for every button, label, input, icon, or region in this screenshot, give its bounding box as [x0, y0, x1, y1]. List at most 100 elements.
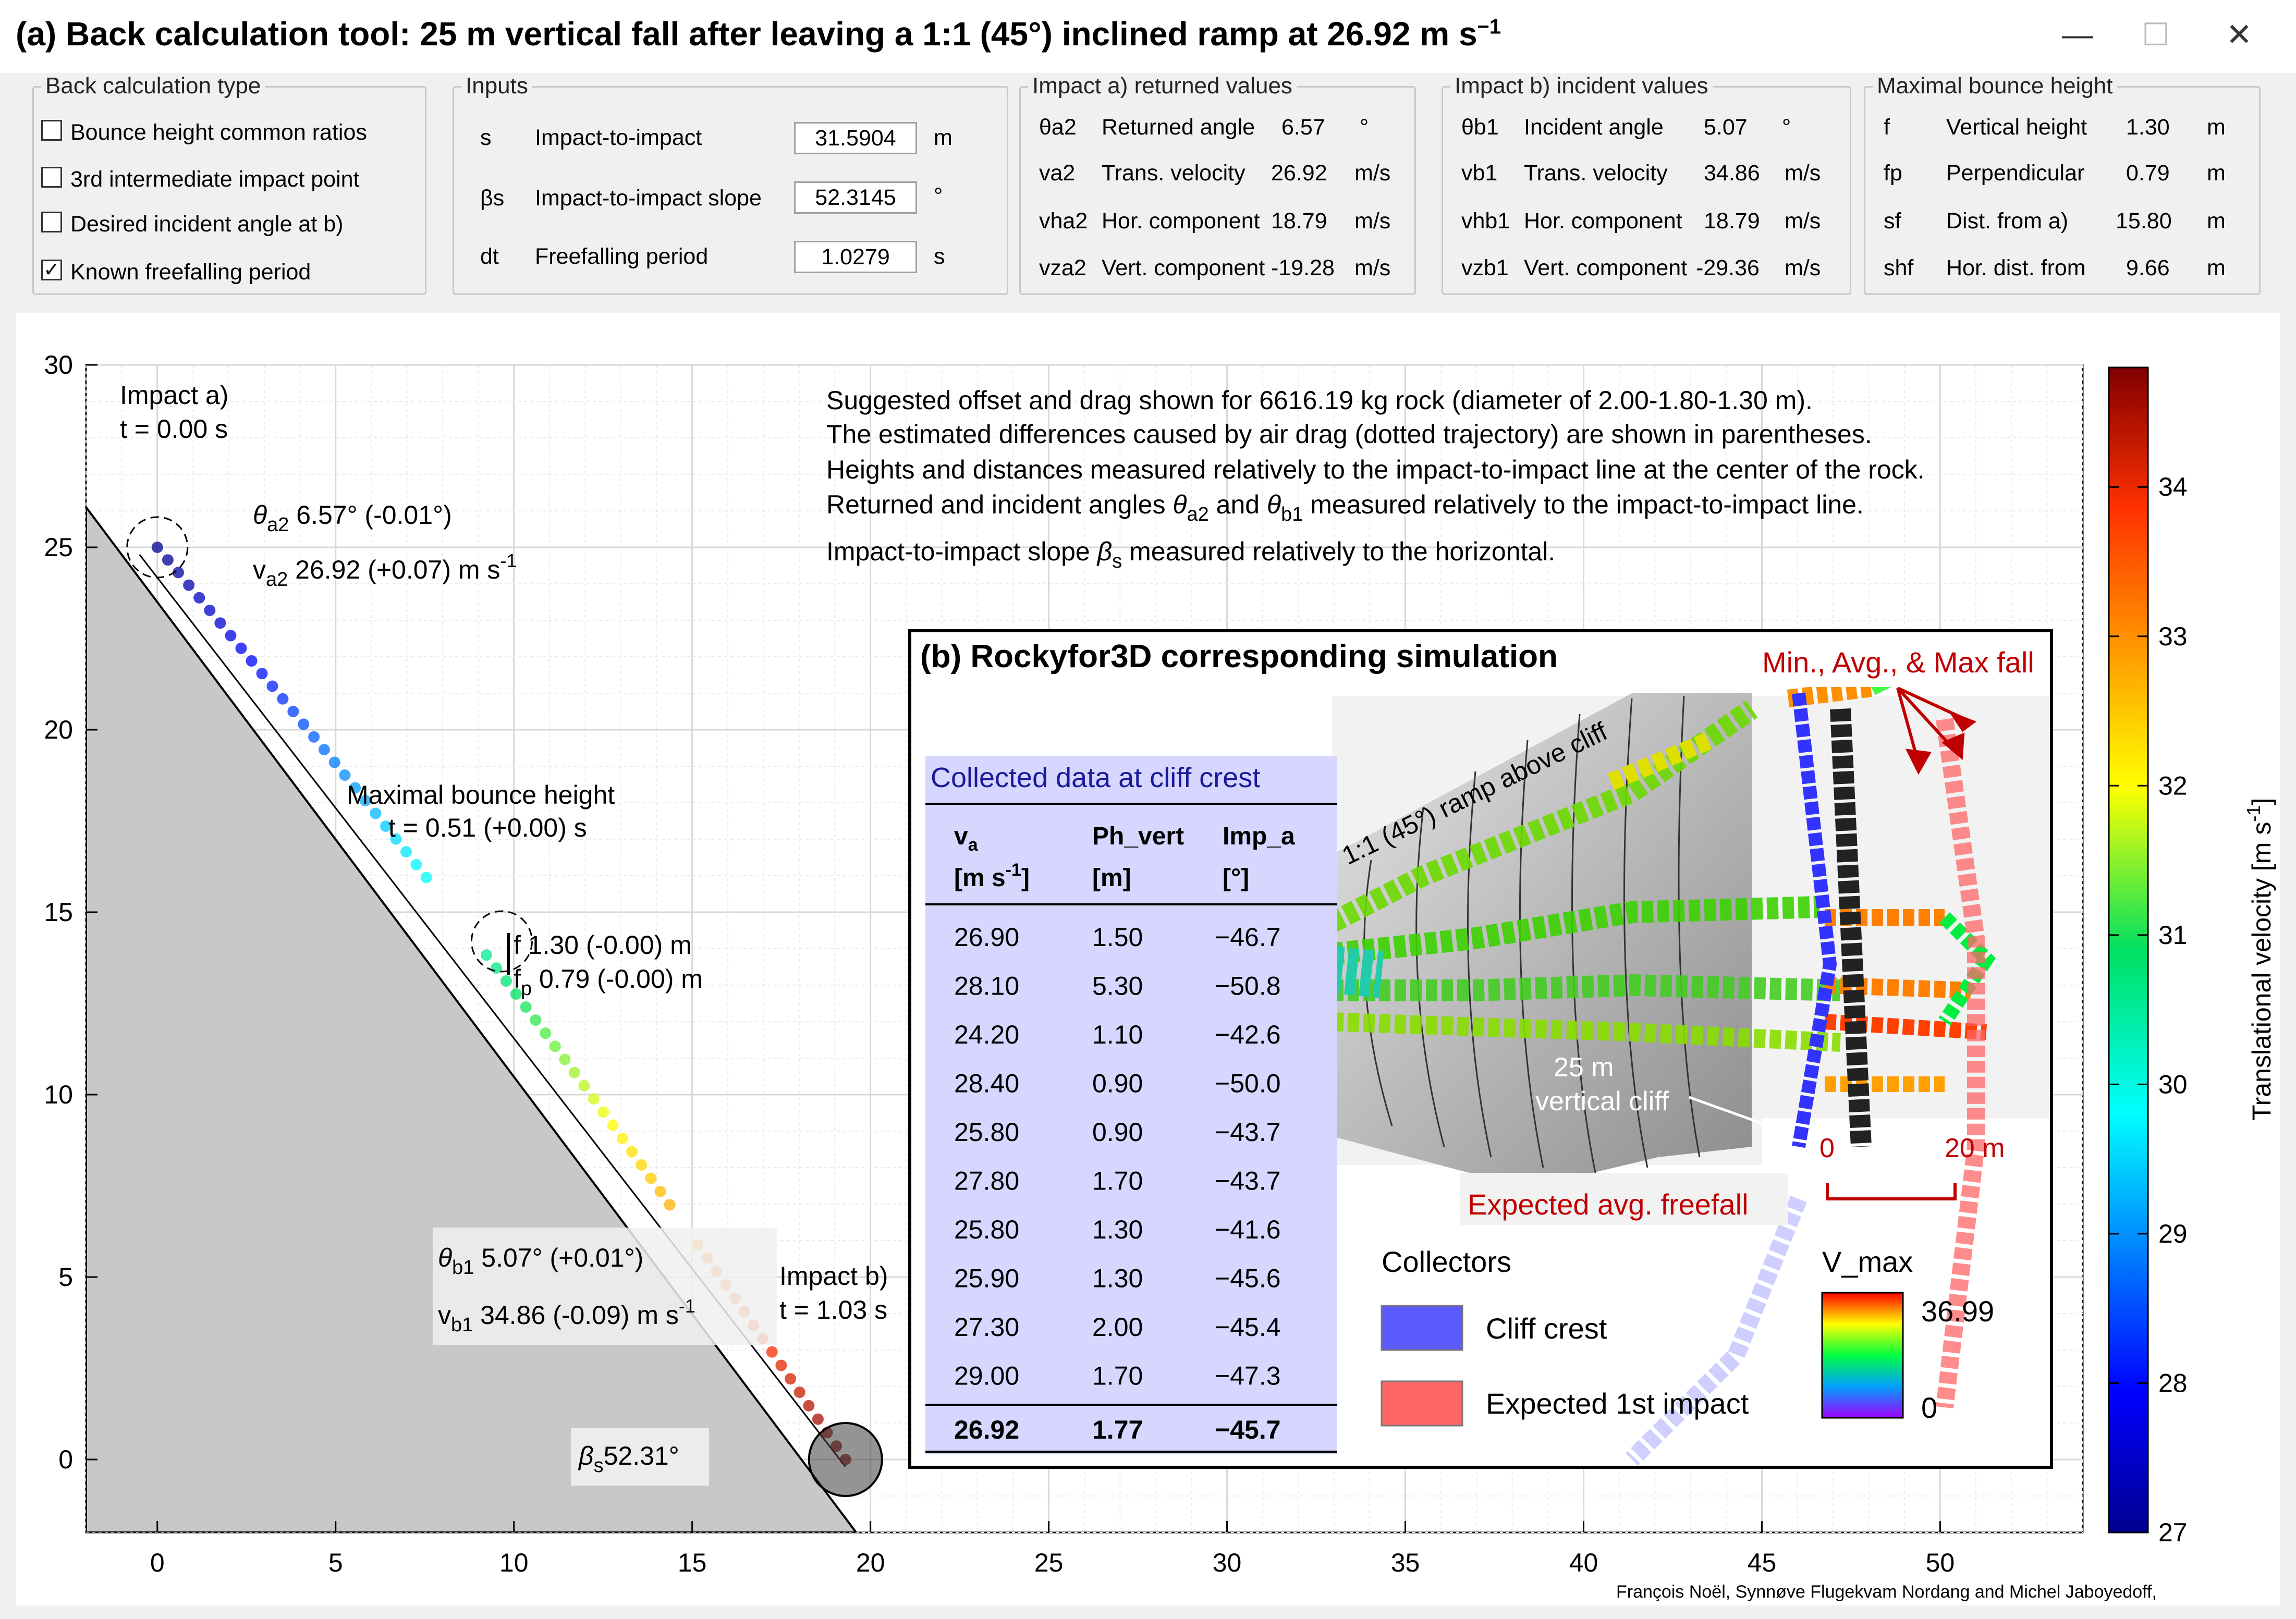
header-ph-unit: [m] [1092, 864, 1131, 892]
checkbox[interactable] [41, 167, 62, 188]
minimize-button[interactable]: — [2062, 17, 2093, 52]
x-tick-label: 10 [499, 1548, 529, 1577]
max-bounce-marker [470, 910, 533, 973]
note-5: Impact-to-impact slope βs measured relat… [826, 537, 1555, 572]
trajectory-point [578, 1080, 590, 1091]
table-cell: 25.80 [954, 1215, 1019, 1244]
cliff-label-1: 25 m [1554, 1052, 1614, 1083]
value-label: Hor. component [1102, 208, 1260, 234]
x-tick-label: 35 [1391, 1548, 1420, 1577]
value-symbol: vza2 [1039, 255, 1086, 280]
value-unit: m [2207, 115, 2226, 140]
table-title: Collected data at cliff crest [931, 762, 1260, 793]
value-symbol: shf [1884, 255, 1914, 280]
checkbox-checked[interactable]: ✓ [41, 260, 62, 280]
value-label: Hor. dist. from [1946, 255, 2086, 280]
trajectory-point [298, 718, 310, 730]
colorbar-tick-label: 29 [2158, 1219, 2188, 1248]
trajectory-point [540, 1027, 552, 1039]
expected-impact-swatch [1381, 1380, 1463, 1427]
trajectory-point [308, 731, 320, 743]
colorbar-tick-label: 31 [2158, 921, 2188, 950]
header-va: va [954, 823, 979, 855]
checkbox[interactable] [41, 212, 62, 232]
checkbox[interactable] [41, 120, 62, 141]
impact-a-time: t = 0.00 s [120, 414, 228, 444]
option-bounce-ratios[interactable]: Bounce height common ratios [41, 120, 367, 145]
input-symbol: dt [480, 244, 499, 269]
impact-b-label: Impact b) [779, 1261, 888, 1291]
period-input[interactable]: 1.0279 [794, 241, 917, 273]
cliff-crest-collector [1792, 692, 1837, 1148]
x-tick-label: 0 [150, 1548, 165, 1577]
value-symbol: vha2 [1039, 208, 1088, 234]
x-tick-label: 40 [1569, 1548, 1598, 1577]
hor-component-value: 18.79 [1271, 208, 1327, 234]
input-unit: s [934, 244, 945, 269]
table-cell: −47.3 [1215, 1362, 1281, 1391]
value-label: Trans. velocity [1102, 161, 1245, 186]
trajectory-point [225, 630, 237, 642]
terrain-slope [86, 505, 858, 1532]
note-3: Heights and distances measured relativel… [826, 455, 1925, 484]
panel-title: Maximal bounce height [1873, 73, 2117, 99]
slope-input[interactable]: 52.3145 [794, 181, 917, 214]
header-va-unit: [m s-1] [954, 860, 1030, 892]
trajectory-point [183, 579, 195, 591]
table-cell: 5.30 [1092, 972, 1143, 1001]
trajectory-point [277, 693, 289, 705]
value-label: Dist. from a) [1946, 208, 2069, 234]
table-cell: 25.90 [954, 1264, 1019, 1293]
table-cell: −43.7 [1215, 1118, 1281, 1147]
y-tick-label: 15 [44, 898, 73, 927]
trajectory-point [510, 988, 522, 1000]
trajectory-point [803, 1400, 815, 1412]
option-freefall-period[interactable]: ✓ Known freefalling period [41, 260, 311, 285]
table-cell: 0.90 [1092, 1069, 1143, 1098]
table-cell: 1.70 [1092, 1362, 1143, 1391]
distance-input[interactable]: 31.5904 [794, 122, 917, 154]
terrain-shading [1332, 693, 1752, 1188]
table-cell: 1.30 [1092, 1215, 1143, 1244]
impact-b-marker [808, 1422, 883, 1497]
trajectory-point [193, 592, 205, 604]
table-cell: 1.50 [1092, 923, 1143, 952]
colorbar-tick-label: 33 [2158, 622, 2188, 651]
trajectory-point [530, 1014, 542, 1026]
colorbar-tick-label: 27 [2158, 1518, 2188, 1547]
impact-a-marker [126, 516, 189, 579]
option-3rd-impact[interactable]: 3rd intermediate impact point [41, 167, 360, 192]
vert-component-value: -29.36 [1696, 255, 1760, 280]
option-incident-angle[interactable]: Desired incident angle at b) [41, 212, 343, 237]
note-2: The estimated differences caused by air … [826, 420, 1872, 449]
trajectory-point [664, 1199, 676, 1211]
table-cell: −45.4 [1215, 1313, 1281, 1342]
colorbar-tick-label: 34 [2158, 472, 2188, 501]
trajectory-point [287, 706, 299, 718]
trajectory-point [349, 782, 361, 794]
trajectory-point [812, 1413, 824, 1425]
trajectory-point [318, 744, 330, 756]
maximize-button[interactable]: ☐ [2142, 17, 2170, 52]
close-button[interactable]: ✕ [2226, 17, 2253, 52]
expected-freefall-label: Expected avg. freefall [1468, 1188, 1749, 1221]
colorbar-tick-label: 30 [2158, 1070, 2188, 1099]
y-tick-label: 0 [58, 1445, 73, 1474]
x-axis: 0 5 10 15 20 25 30 35 40 45 50 [150, 1521, 1955, 1577]
impact-b-values-box [433, 1228, 777, 1345]
expected-impact-label: Expected 1st impact [1486, 1387, 1749, 1420]
trajectory-point [616, 1133, 628, 1145]
trajectory-point [500, 975, 512, 987]
value-unit: m [2207, 161, 2226, 186]
header-imp: Imp_a [1223, 823, 1295, 850]
value-unit: m/s [1785, 255, 1821, 280]
vert-component-value: -19.28 [1271, 255, 1335, 280]
colorbar-ticks: 27 28 29 30 31 32 33 34 [2109, 472, 2188, 1547]
x-tick-label: 25 [1034, 1548, 1064, 1577]
trajectory-point [654, 1185, 666, 1197]
x-tick-label: 50 [1926, 1548, 1955, 1577]
note-1: Suggested offset and drag shown for 6616… [826, 386, 1813, 415]
cliff-label-2: vertical cliff [1535, 1086, 1669, 1117]
data-table [925, 756, 1337, 1454]
value-symbol: fp [1884, 161, 1902, 186]
